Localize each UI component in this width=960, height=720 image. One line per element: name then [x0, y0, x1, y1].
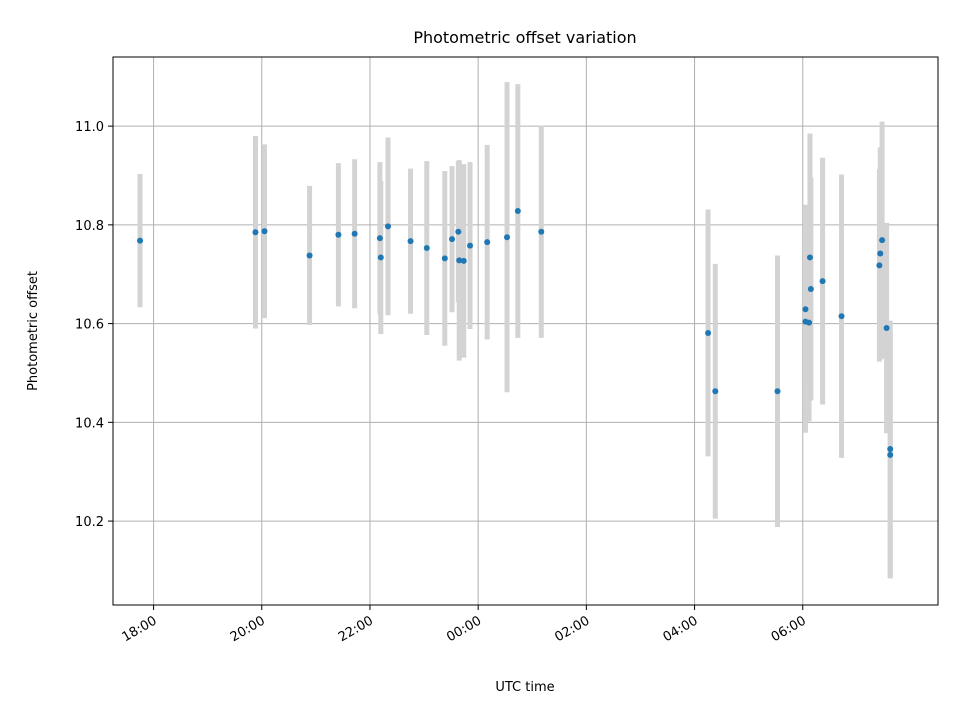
data-point [441, 255, 448, 262]
data-point [514, 208, 521, 215]
data-point [806, 254, 813, 261]
x-tick-label: 20:00 [228, 613, 268, 645]
data-point [449, 236, 456, 243]
data-point [807, 286, 814, 293]
x-tick-label: 02:00 [552, 613, 592, 645]
data-points [137, 208, 894, 458]
x-axis-ticks: 18:00 20:00 22:00 00:00 02:00 04:00 06:00 [120, 605, 809, 645]
data-point [467, 242, 474, 249]
data-point [484, 239, 491, 246]
grid-lines [113, 57, 938, 605]
data-point [712, 388, 719, 395]
y-tick-label: 10.8 [75, 219, 104, 234]
x-tick-label: 06:00 [769, 613, 809, 645]
data-point [252, 229, 259, 236]
data-point [455, 228, 462, 235]
data-point [802, 306, 809, 313]
y-axis-label: Photometric offset [26, 271, 41, 391]
data-point [838, 313, 845, 320]
data-point [460, 257, 467, 264]
x-tick-label: 18:00 [120, 613, 160, 645]
x-axis-label: UTC time [495, 680, 554, 695]
data-point [351, 230, 358, 237]
y-tick-label: 10.2 [75, 515, 104, 530]
plot-background [113, 57, 938, 605]
data-point [261, 228, 268, 235]
y-tick-label: 11.0 [75, 120, 104, 135]
y-axis-ticks: 10.2 10.4 10.6 10.8 11.0 [75, 120, 113, 530]
chart-title: Photometric offset variation [413, 28, 636, 47]
data-point [806, 319, 813, 326]
y-tick-label: 10.4 [75, 416, 104, 431]
data-point [423, 245, 430, 252]
data-point [774, 388, 781, 395]
data-point [879, 237, 886, 244]
plot-frame [112, 56, 939, 606]
data-point [883, 325, 890, 332]
data-point [407, 238, 414, 245]
data-point [385, 223, 391, 230]
x-tick-label: 00:00 [444, 613, 484, 645]
data-point [876, 262, 883, 269]
data-point [456, 257, 463, 264]
data-point [887, 451, 894, 458]
data-point [335, 231, 342, 238]
data-point [376, 235, 383, 242]
data-point [504, 234, 511, 241]
x-tick-label: 04:00 [661, 613, 701, 645]
data-point [819, 278, 826, 285]
x-tick-label: 22:00 [336, 613, 376, 645]
data-point [705, 329, 712, 336]
data-point [137, 237, 144, 244]
y-tick-label: 10.6 [75, 318, 104, 333]
data-point [538, 228, 545, 235]
data-point [877, 250, 884, 257]
data-point [887, 445, 894, 452]
data-point [377, 254, 384, 261]
data-point [306, 252, 313, 259]
